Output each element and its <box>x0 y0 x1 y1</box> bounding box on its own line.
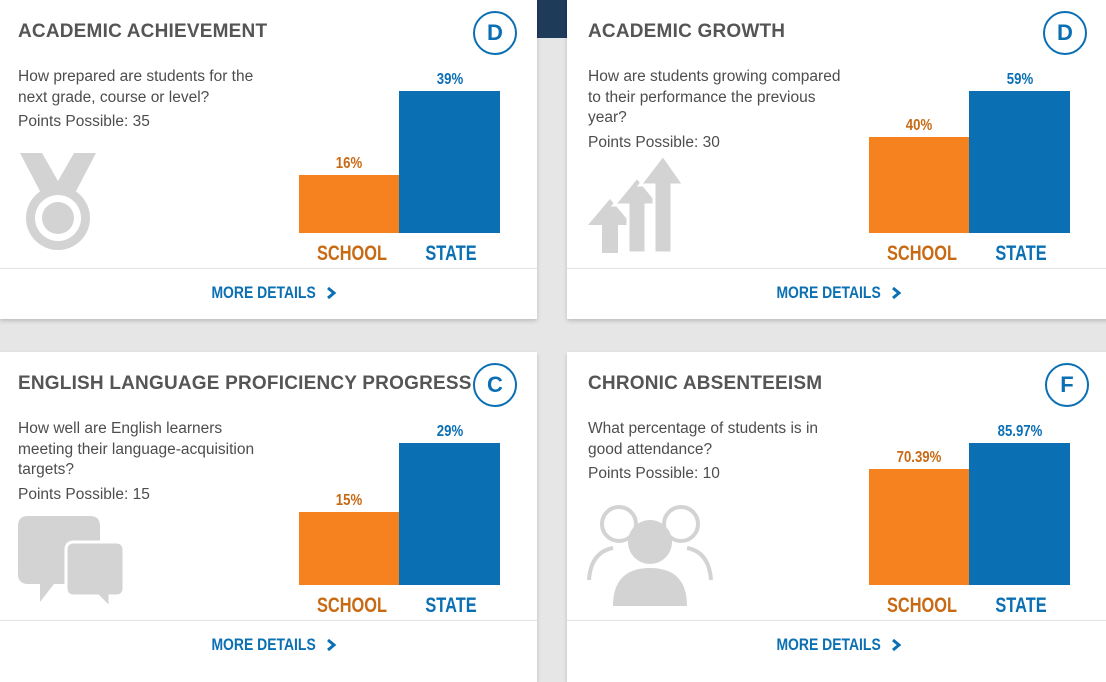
points-possible: Points Possible: 10 <box>588 465 720 482</box>
school-value-label: 15% <box>335 492 363 509</box>
more-details-label: MORE DETAILS <box>775 283 881 302</box>
state-value-label: 59% <box>1006 71 1034 88</box>
grade-badge: F <box>1045 363 1089 407</box>
state-category-label: STATE <box>425 594 477 617</box>
more-details-link[interactable]: MORE DETAILS <box>567 635 1100 655</box>
school-bar <box>299 512 399 585</box>
points-possible: Points Possible: 30 <box>588 134 720 151</box>
card-divider <box>0 620 537 621</box>
points-possible: Points Possible: 35 <box>18 113 150 130</box>
state-bar <box>399 443 500 585</box>
chevron-right-icon <box>327 638 337 652</box>
more-details-label: MORE DETAILS <box>210 283 316 302</box>
state-value-label: 39% <box>436 71 464 88</box>
school-bar <box>869 137 969 233</box>
more-details-link[interactable]: MORE DETAILS <box>567 283 1100 303</box>
grade-badge: D <box>473 11 517 55</box>
chevron-right-icon <box>327 286 337 300</box>
card-title: ENGLISH LANGUAGE PROFICIENCY PROGRESS <box>18 373 472 394</box>
more-details-link[interactable]: MORE DETAILS <box>0 283 537 303</box>
school-value-label: 70.39% <box>896 449 942 466</box>
state-category-label: STATE <box>425 242 477 265</box>
card-chronic-absenteeism: CHRONIC ABSENTEEISM F What percentage of… <box>567 352 1106 682</box>
card-divider <box>567 620 1106 621</box>
more-details-label: MORE DETAILS <box>210 635 316 654</box>
state-bar <box>969 91 1070 233</box>
header-bar-fragment <box>537 0 567 38</box>
card-question: How well are English learners meeting th… <box>18 420 255 478</box>
speech-bubbles-icon <box>18 516 124 608</box>
points-possible: Points Possible: 15 <box>18 486 150 503</box>
card-title: CHRONIC ABSENTEEISM <box>588 373 823 394</box>
card-title: ACADEMIC GROWTH <box>588 21 786 42</box>
school-category-label: SCHOOL <box>886 594 958 617</box>
more-details-label: MORE DETAILS <box>775 635 881 654</box>
card-question: How prepared are students for the next g… <box>18 68 254 106</box>
growth-arrows-icon <box>588 155 684 253</box>
card-academic-achievement: ACADEMIC ACHIEVEMENT D How prepared are … <box>0 0 537 319</box>
card-question: What percentage of students is in good a… <box>588 420 819 458</box>
card-divider <box>567 268 1106 269</box>
state-category-label: STATE <box>995 594 1047 617</box>
chevron-right-icon <box>892 638 902 652</box>
grade-badge: C <box>473 363 517 407</box>
card-english-language-proficiency: ENGLISH LANGUAGE PROFICIENCY PROGRESS C … <box>0 352 537 682</box>
card-divider <box>0 268 537 269</box>
people-group-icon <box>587 505 713 606</box>
state-bar <box>399 91 500 233</box>
card-title: ACADEMIC ACHIEVEMENT <box>18 21 268 42</box>
state-value-label: 29% <box>436 423 464 440</box>
medal-icon <box>20 153 96 250</box>
state-value-label: 85.97% <box>997 423 1043 440</box>
card-academic-growth: ACADEMIC GROWTH D How are students growi… <box>567 0 1106 319</box>
chevron-right-icon <box>892 286 902 300</box>
school-bar <box>869 469 969 585</box>
card-question: How are students growing compared to the… <box>588 68 841 126</box>
school-category-label: SCHOOL <box>886 242 958 265</box>
school-category-label: SCHOOL <box>316 242 388 265</box>
more-details-link[interactable]: MORE DETAILS <box>0 635 537 655</box>
school-value-label: 40% <box>905 117 933 134</box>
grade-badge: D <box>1043 11 1087 55</box>
school-value-label: 16% <box>335 155 363 172</box>
state-category-label: STATE <box>995 242 1047 265</box>
school-category-label: SCHOOL <box>316 594 388 617</box>
state-bar <box>969 443 1070 585</box>
school-bar <box>299 175 399 233</box>
